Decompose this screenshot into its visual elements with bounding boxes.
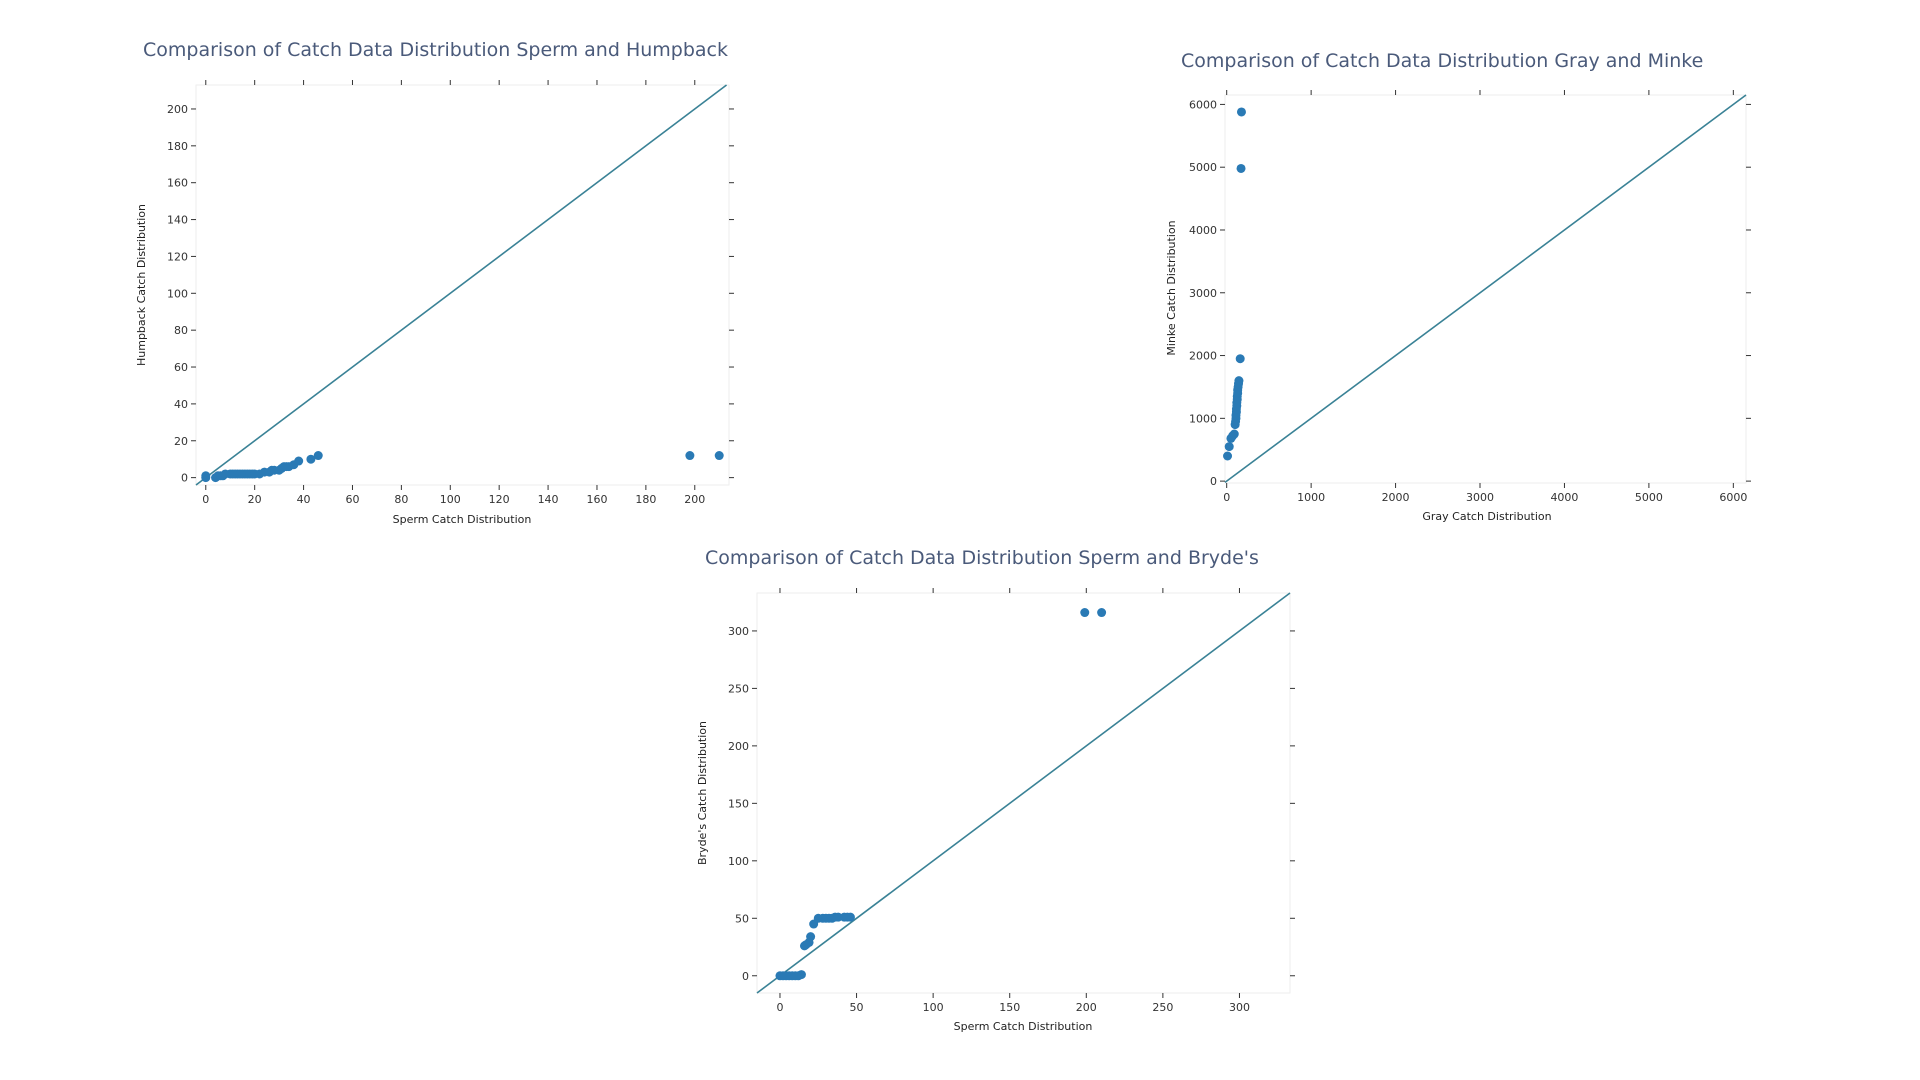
chart-sperm-brydes: Comparison of Catch Data Distribution Sp… (696, 547, 1295, 1033)
x-tick-label: 2000 (1382, 491, 1410, 504)
x-tick-label: 80 (394, 493, 408, 506)
x-tick-label: 0 (776, 1001, 783, 1014)
data-point (1097, 608, 1107, 618)
x-tick-label: 0 (202, 493, 209, 506)
data-point (1223, 451, 1233, 461)
chart-title: Comparison of Catch Data Distribution Gr… (1181, 50, 1703, 72)
y-axis-label: Humpback Catch Distribution (135, 204, 148, 366)
y-tick-label: 180 (167, 140, 188, 153)
y-tick-label: 300 (728, 625, 749, 638)
chart-title: Comparison of Catch Data Distribution Sp… (705, 547, 1259, 569)
data-point (306, 454, 316, 464)
x-tick-label: 20 (248, 493, 262, 506)
x-tick-label: 3000 (1466, 491, 1494, 504)
y-tick-label: 140 (167, 214, 188, 227)
reference-line (195, 84, 728, 486)
data-point (1224, 442, 1234, 452)
data-point (845, 912, 855, 922)
x-tick-label: 1000 (1297, 491, 1325, 504)
y-tick-label: 4000 (1189, 224, 1217, 237)
chart-sperm-humpback: Comparison of Catch Data Distribution Sp… (135, 39, 734, 526)
y-ticks: 0 20 40 60 80 100 120 140 160 180 200 (167, 103, 734, 485)
data-point (685, 451, 695, 461)
x-ticks: 0 50 100 150 200 250 300 (776, 588, 1250, 1014)
data-point (806, 932, 816, 942)
x-axis-label: Sperm Catch Distribution (393, 513, 532, 526)
y-tick-label: 50 (735, 912, 749, 925)
data-point (1235, 354, 1245, 364)
data-point (714, 451, 724, 461)
plot-area (1224, 94, 1747, 484)
y-tick-label: 80 (174, 324, 188, 337)
x-tick-label: 200 (684, 493, 705, 506)
data-point (1236, 107, 1246, 117)
y-tick-label: 120 (167, 250, 188, 263)
y-tick-label: 6000 (1189, 98, 1217, 111)
y-tick-label: 100 (167, 287, 188, 300)
x-tick-label: 250 (1152, 1001, 1173, 1014)
reference-line (756, 592, 1291, 994)
points (1223, 107, 1246, 461)
y-tick-label: 40 (174, 398, 188, 411)
plot-area (756, 592, 1291, 994)
x-axis-label: Gray Catch Distribution (1422, 510, 1551, 523)
x-tick-label: 120 (489, 493, 510, 506)
y-axis-label: Bryde's Catch Distribution (696, 721, 709, 865)
x-tick-label: 100 (440, 493, 461, 506)
y-tick-label: 20 (174, 435, 188, 448)
y-tick-label: 0 (742, 970, 749, 983)
x-ticks: 0 20 40 60 80 100 120 140 160 180 200 (202, 80, 705, 506)
x-tick-label: 0 (1223, 491, 1230, 504)
y-tick-label: 5000 (1189, 161, 1217, 174)
y-axis-label: Minke Catch Distribution (1165, 220, 1178, 355)
x-tick-label: 100 (923, 1001, 944, 1014)
x-tick-label: 40 (297, 493, 311, 506)
x-tick-label: 300 (1229, 1001, 1250, 1014)
y-tick-label: 1000 (1189, 412, 1217, 425)
points (775, 608, 1107, 981)
y-ticks: 0 1000 2000 3000 4000 5000 6000 (1189, 98, 1751, 488)
data-point (294, 456, 304, 466)
data-point (1229, 429, 1239, 439)
x-axis-label: Sperm Catch Distribution (954, 1020, 1093, 1033)
chart-gray-minke: Comparison of Catch Data Distribution Gr… (1165, 50, 1751, 523)
y-tick-label: 250 (728, 682, 749, 695)
data-point (1234, 376, 1244, 386)
data-point (1080, 608, 1090, 618)
y-tick-label: 3000 (1189, 287, 1217, 300)
y-tick-label: 2000 (1189, 350, 1217, 363)
x-tick-label: 150 (999, 1001, 1020, 1014)
data-point (1236, 163, 1246, 173)
x-tick-label: 50 (850, 1001, 864, 1014)
y-tick-label: 100 (728, 855, 749, 868)
x-tick-label: 60 (345, 493, 359, 506)
y-tick-label: 0 (181, 472, 188, 485)
x-tick-label: 5000 (1635, 491, 1663, 504)
x-tick-label: 6000 (1719, 491, 1747, 504)
y-tick-label: 60 (174, 361, 188, 374)
y-tick-label: 200 (167, 103, 188, 116)
y-tick-label: 150 (728, 797, 749, 810)
data-point (313, 451, 323, 461)
y-tick-label: 0 (1210, 475, 1217, 488)
chart-title: Comparison of Catch Data Distribution Sp… (143, 39, 728, 61)
plot-area (195, 84, 730, 486)
y-ticks: 0 50 100 150 200 250 300 (728, 625, 1295, 983)
x-tick-label: 140 (538, 493, 559, 506)
y-tick-label: 160 (167, 177, 188, 190)
y-tick-label: 200 (728, 740, 749, 753)
x-tick-label: 4000 (1550, 491, 1578, 504)
data-point (796, 970, 806, 980)
x-tick-label: 180 (635, 493, 656, 506)
points (201, 451, 724, 483)
x-ticks: 0 1000 2000 3000 4000 5000 6000 (1223, 90, 1747, 504)
x-tick-label: 160 (586, 493, 607, 506)
reference-line (1224, 94, 1747, 484)
x-tick-label: 200 (1076, 1001, 1097, 1014)
data-point (201, 471, 211, 481)
